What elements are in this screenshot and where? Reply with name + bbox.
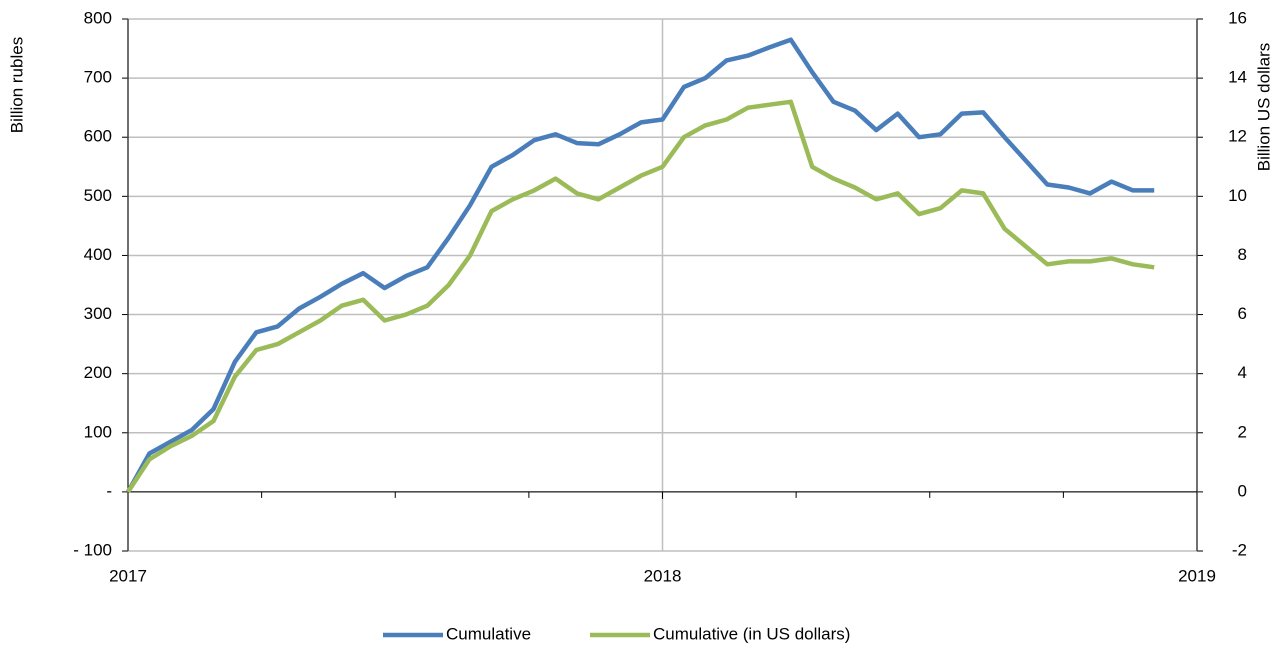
y-tick-label: 400 — [84, 245, 112, 264]
y-axis-label: Billion rubles — [7, 37, 26, 133]
y2-tick-label: 10 — [1228, 186, 1247, 205]
y2-tick-label: 6 — [1238, 304, 1247, 323]
y2-tick-label: 0 — [1238, 481, 1247, 500]
y2-tick-label: 4 — [1238, 363, 1247, 382]
legend-label: Cumulative (in US dollars) — [653, 624, 850, 643]
y-tick-label: 700 — [84, 68, 112, 87]
y2-tick-label: 2 — [1238, 422, 1247, 441]
x-tick-label: 2019 — [1178, 566, 1216, 585]
y-tick-label: 800 — [84, 8, 112, 27]
x-tick-label: 2017 — [109, 566, 147, 585]
y2-tick-label: 14 — [1228, 68, 1247, 87]
data-line — [126, 37, 1155, 493]
data-line — [126, 99, 1155, 494]
y-tick-label: - — [106, 481, 112, 500]
y-tick-label: 100 — [84, 422, 112, 441]
legend-label: Cumulative — [446, 624, 531, 643]
y2-tick-label: -2 — [1232, 540, 1247, 559]
y2-tick-label: 8 — [1238, 245, 1247, 264]
y-tick-label: 500 — [84, 186, 112, 205]
y-tick-label: 600 — [84, 127, 112, 146]
y2-axis-label: Billion US dollars — [1254, 43, 1273, 172]
y-tick-label: 200 — [84, 363, 112, 382]
y-tick-label: 300 — [84, 304, 112, 323]
y2-tick-label: 16 — [1228, 8, 1247, 27]
y-tick-label: - 100 — [73, 540, 112, 559]
y2-tick-label: 12 — [1228, 127, 1247, 146]
x-tick-label: 2018 — [644, 566, 682, 585]
